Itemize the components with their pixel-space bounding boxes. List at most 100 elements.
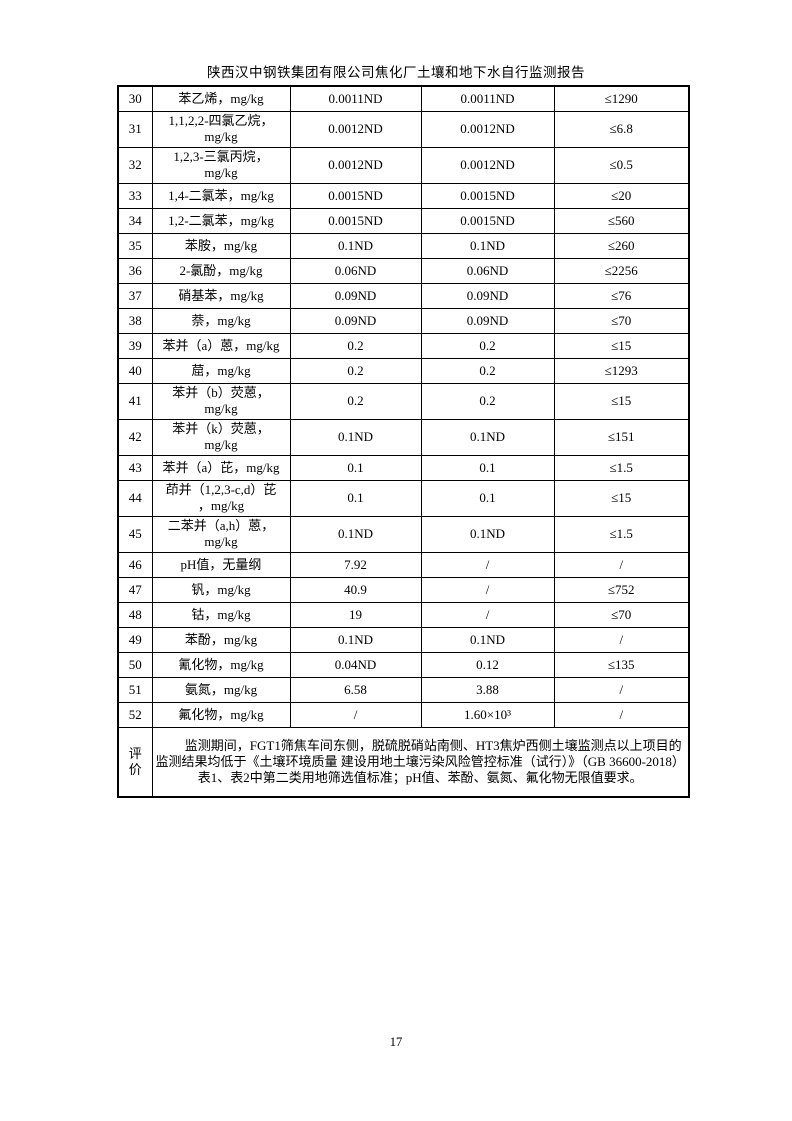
monitoring-value-1-cell: 0.0012ND [289,110,422,148]
parameter-name-cell: 二苯并（a,h）蒽， mg/kg [151,515,291,553]
screening-limit-cell: ≤20 [553,182,690,209]
monitoring-value-2-cell: 0.1 [420,454,555,481]
monitoring-value-1-cell: 6.58 [289,676,422,703]
table-row: 38 萘，mg/kg 0.09ND 0.09ND ≤70 [117,307,690,334]
screening-limit-cell: ≤135 [553,651,690,678]
parameter-name-cell: 氟化物，mg/kg [151,701,291,728]
row-number-cell: 51 [117,676,153,703]
monitoring-value-1-cell: 0.1ND [289,418,422,456]
row-number-cell: 43 [117,454,153,481]
monitoring-value-2-cell: 0.1ND [420,232,555,259]
evaluation-label-cell: 评 价 [117,726,153,798]
parameter-name-cell: 䓛，mg/kg [151,357,291,384]
row-number-cell: 48 [117,601,153,628]
parameter-name-cell: 苯并（a）蒽，mg/kg [151,332,291,359]
monitoring-value-1-cell: 7.92 [289,551,422,578]
row-number-cell: 38 [117,307,153,334]
evaluation-row: 评 价 监测期间，FGT1筛焦车间东侧，脱硫脱硝站南侧、HT3焦炉西侧土壤监测点… [117,726,690,798]
row-number-cell: 44 [117,479,153,517]
monitoring-value-1-cell: 0.2 [289,382,422,420]
row-number-cell: 52 [117,701,153,728]
parameter-name-cell: 钴，mg/kg [151,601,291,628]
screening-limit-cell: ≤15 [553,332,690,359]
screening-limit-cell: ≤2256 [553,257,690,284]
evaluation-text: 监测期间，FGT1筛焦车间东侧，脱硫脱硝站南侧、HT3焦炉西侧土壤监测点以上项目… [151,726,690,798]
monitoring-value-2-cell: 0.2 [420,357,555,384]
monitoring-value-2-cell: 0.1 [420,479,555,517]
row-number-cell: 42 [117,418,153,456]
monitoring-results-table: 30 苯乙烯，mg/kg 0.0011ND 0.0011ND ≤1290 31 1,1,2,… [117,85,690,798]
row-number-cell: 32 [117,146,153,184]
monitoring-value-1-cell: 0.0012ND [289,146,422,184]
row-number-cell: 36 [117,257,153,284]
page-number: 17 [389,1035,403,1049]
monitoring-value-2-cell: 1.60×10³ [420,701,555,728]
parameter-name-cell: 萘，mg/kg [151,307,291,334]
monitoring-value-2-cell: 0.0012ND [420,146,555,184]
row-number-cell: 37 [117,282,153,309]
parameter-name-cell: 苯并（a）芘，mg/kg [151,454,291,481]
table-row: 30 苯乙烯，mg/kg 0.0011ND 0.0011ND ≤1290 [117,85,690,112]
row-number-cell: 49 [117,626,153,653]
parameter-name-cell: 1,4-二氯苯，mg/kg [151,182,291,209]
screening-limit-cell: ≤6.8 [553,110,690,148]
parameter-name-cell: pH值，无量纲 [151,551,291,578]
parameter-name-cell: 1,2-二氯苯，mg/kg [151,207,291,234]
parameter-name-cell: 1,1,2,2-四氯乙烷， mg/kg [151,110,291,148]
table-row: 46 pH值，无量纲 7.92// [117,551,690,578]
monitoring-value-2-cell: / [420,551,555,578]
monitoring-value-1-cell: 0.1 [289,454,422,481]
parameter-name-cell: 苯胺，mg/kg [151,232,291,259]
table-row: 44 茚并（1,2,3-c,d）芘 ，mg/kg 0.1 0.1 ≤15 [117,479,690,517]
parameter-name-cell: 2-氯酚，mg/kg [151,257,291,284]
monitoring-value-1-cell: 0.04ND [289,651,422,678]
table-row: 47 钒，mg/kg 40.9/≤752 [117,576,690,603]
table-row: 37 硝基苯，mg/kg 0.09ND 0.09ND ≤76 [117,282,690,309]
document-header-title: 陕西汉中钢铁集团有限公司焦化厂土壤和地下水自行监测报告 [207,65,585,80]
monitoring-value-2-cell: / [420,601,555,628]
monitoring-value-2-cell: 3.88 [420,676,555,703]
screening-limit-cell: ≤560 [553,207,690,234]
row-number-cell: 31 [117,110,153,148]
monitoring-value-2-cell: 0.2 [420,382,555,420]
parameter-name-cell: 硝基苯，mg/kg [151,282,291,309]
parameter-name-cell: 钒，mg/kg [151,576,291,603]
screening-limit-cell: ≤1.5 [553,515,690,553]
monitoring-value-2-cell: 0.0015ND [420,182,555,209]
monitoring-value-2-cell: 0.09ND [420,307,555,334]
monitoring-value-2-cell: 0.1ND [420,515,555,553]
row-number-cell: 46 [117,551,153,578]
row-number-cell: 33 [117,182,153,209]
table-row: 31 1,1,2,2-四氯乙烷， mg/kg 0.0012ND 0.0012ND ≤6.… [117,110,690,148]
table-row: 43 苯并（a）芘，mg/kg 0.1 0.1 ≤1.5 [117,454,690,481]
monitoring-value-2-cell: 0.0015ND [420,207,555,234]
monitoring-value-2-cell: 0.1ND [420,626,555,653]
monitoring-value-1-cell: 0.1ND [289,626,422,653]
monitoring-value-2-cell: 0.06ND [420,257,555,284]
monitoring-value-1-cell: 0.0011ND [289,85,422,112]
screening-limit-cell: ≤1293 [553,357,690,384]
parameter-name-cell: 苯并（b）荧蒽， mg/kg [151,382,291,420]
monitoring-value-2-cell: 0.0012ND [420,110,555,148]
screening-limit-cell: / [553,701,690,728]
monitoring-value-1-cell: 0.2 [289,357,422,384]
table-row: 39 苯并（a）蒽，mg/kg 0.2 0.2 ≤15 [117,332,690,359]
table-row: 45 二苯并（a,h）蒽， mg/kg 0.1ND 0.1ND ≤1.5 [117,515,690,553]
evaluation-section: 评 价 监测期间，FGT1筛焦车间东侧，脱硫脱硝站南侧、HT3焦炉西侧土壤监测点… [117,726,690,798]
screening-limit-cell: / [553,551,690,578]
row-number-cell: 50 [117,651,153,678]
monitoring-value-2-cell: 0.12 [420,651,555,678]
table-row: 41 苯并（b）荧蒽， mg/kg 0.2 0.2 ≤15 [117,382,690,420]
table-row: 33 1,4-二氯苯，mg/kg 0.0015ND 0.0015ND ≤20 [117,182,690,209]
monitoring-value-1-cell: 40.9 [289,576,422,603]
row-number-cell: 47 [117,576,153,603]
monitoring-value-1-cell: 19 [289,601,422,628]
row-number-cell: 35 [117,232,153,259]
table-row: 35 苯胺，mg/kg 0.1ND 0.1ND ≤260 [117,232,690,259]
monitoring-value-2-cell: 0.1ND [420,418,555,456]
monitoring-value-1-cell: 0.06ND [289,257,422,284]
screening-limit-cell: ≤70 [553,601,690,628]
row-number-cell: 34 [117,207,153,234]
monitoring-value-1-cell: 0.0015ND [289,207,422,234]
